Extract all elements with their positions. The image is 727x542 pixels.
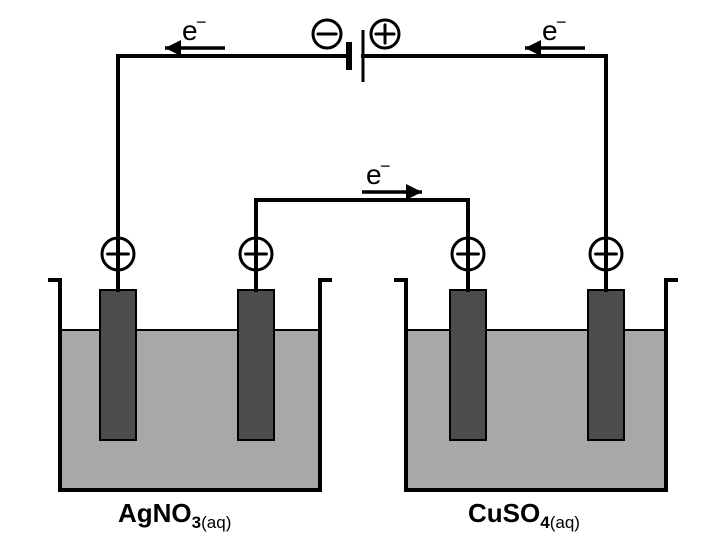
svg-text:−: − bbox=[196, 12, 207, 32]
svg-text:−: − bbox=[380, 156, 391, 176]
svg-text:AgNO3(aq): AgNO3(aq) bbox=[118, 498, 231, 532]
svg-text:CuSO4(aq): CuSO4(aq) bbox=[468, 498, 580, 532]
electrolysis-diagram: e−e−e−AgNO3(aq)CuSO4(aq) bbox=[0, 0, 727, 542]
svg-text:−: − bbox=[556, 12, 567, 32]
